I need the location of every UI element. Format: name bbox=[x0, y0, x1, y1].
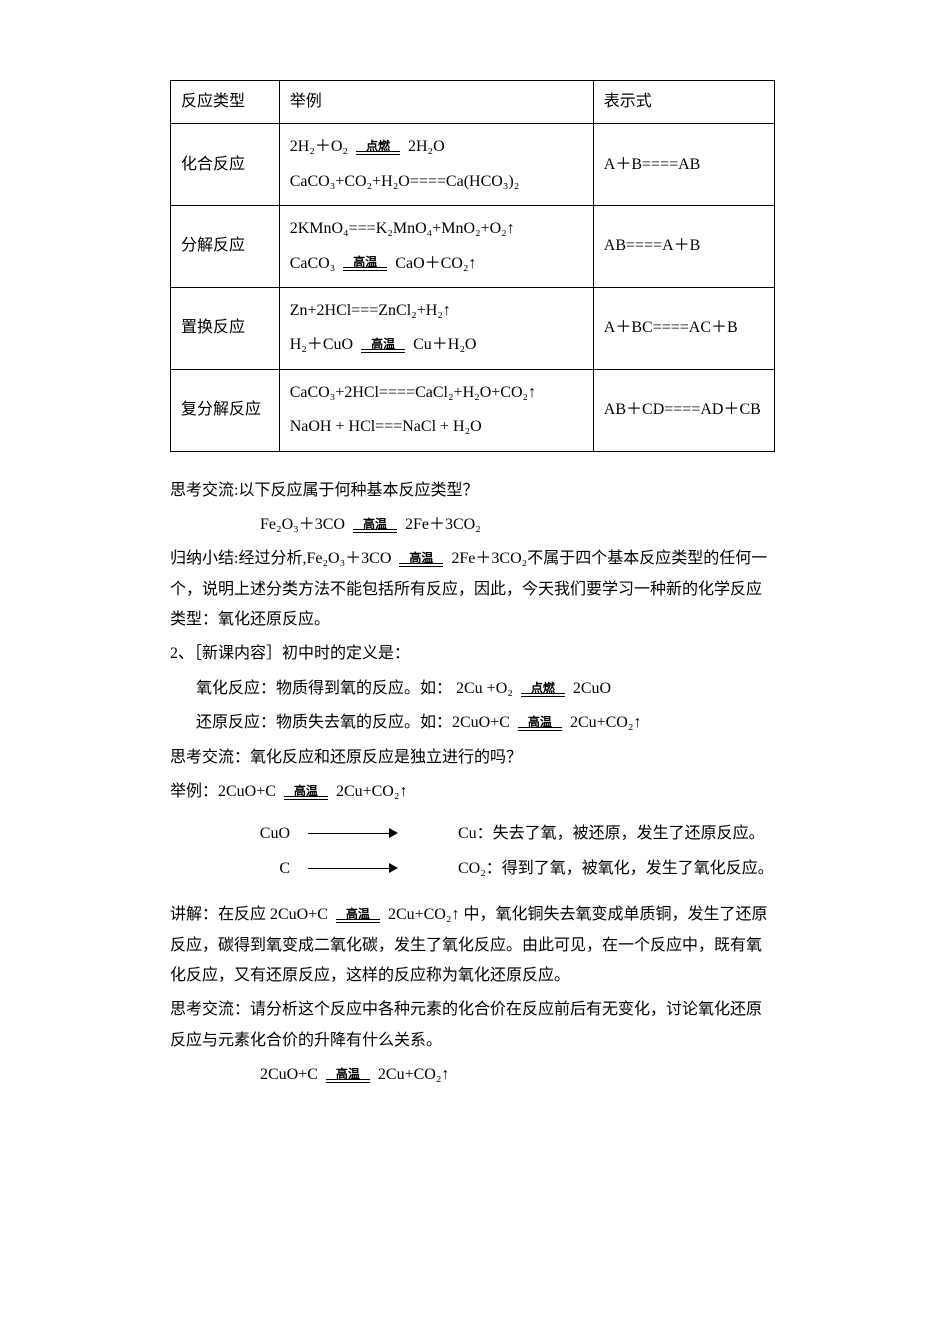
arrow-icon bbox=[308, 828, 398, 838]
condition-arrow: 高温 bbox=[516, 716, 564, 731]
diagram-arrow bbox=[308, 819, 428, 849]
eq-left: 2H₂＋O₂ bbox=[290, 138, 348, 155]
diagram-left: C bbox=[170, 854, 308, 884]
paragraph: 2、［新课内容］初中时的定义是： bbox=[170, 639, 775, 669]
eq-right: 2Cu+CO₂↑ bbox=[378, 1066, 450, 1083]
condition-arrow: 点燃 bbox=[519, 682, 567, 697]
condition-arrow: 点燃 bbox=[354, 140, 402, 155]
cell-formula: A＋BC====AC＋B bbox=[593, 287, 774, 369]
eq-right: 2Fe＋3CO₂ bbox=[405, 516, 481, 533]
cell-example: Zn+2HCl===ZnCl₂+H₂↑ H₂＋CuO 高温 Cu＋H₂O bbox=[279, 287, 593, 369]
eq-right: 2H₂O bbox=[408, 138, 445, 155]
text-run: 举例：2CuO+C bbox=[170, 783, 276, 800]
cell-type: 化合反应 bbox=[171, 124, 280, 206]
diagram-right: CO₂：得到了氧，被氧化，发生了氧化反应。 bbox=[428, 854, 775, 884]
paragraph: 举例：2CuO+C 高温 2Cu+CO₂↑ bbox=[170, 777, 775, 807]
equation: H₂＋CuO 高温 Cu＋H₂O bbox=[290, 328, 583, 362]
text-run: 讲解：在反应 2CuO+C bbox=[170, 906, 328, 923]
equation: CaCO₃+2HCl====CaCl₂+H₂O+CO₂↑ bbox=[290, 376, 583, 410]
diagram-row: CuO Cu：失去了氧，被还原，发生了还原反应。 bbox=[170, 817, 775, 851]
diagram-arrow bbox=[308, 854, 428, 884]
diagram-right: Cu：失去了氧，被还原，发生了还原反应。 bbox=[428, 819, 775, 849]
equation-line: 2CuO+C 高温 2Cu+CO₂↑ bbox=[170, 1060, 775, 1090]
text-run: 归纳小结:经过分析,Fe₂O₃＋3CO bbox=[170, 550, 391, 567]
paragraph: 思考交流：请分析这个反应中各种元素的化合价在反应前后有无变化，讨论氧化还原反应与… bbox=[170, 995, 775, 1056]
eq-right: Cu＋H₂O bbox=[413, 336, 476, 353]
condition-arrow: 高温 bbox=[397, 552, 445, 567]
eq-left: Fe₂O₃＋3CO bbox=[260, 516, 345, 533]
condition-arrow: 高温 bbox=[341, 256, 389, 271]
eq-left: 2CuO+C bbox=[260, 1066, 318, 1083]
equation: Zn+2HCl===ZnCl₂+H₂↑ bbox=[290, 294, 583, 328]
paragraph: 归纳小结:经过分析,Fe₂O₃＋3CO 高温 2Fe＋3CO₂不属于四个基本反应… bbox=[170, 544, 775, 635]
header-type: 反应类型 bbox=[171, 81, 280, 124]
condition-arrow: 高温 bbox=[334, 908, 382, 923]
table-row: 分解反应 2KMnO₄===K₂MnO₄+MnO₂+O₂↑ CaCO₃ 高温 C… bbox=[171, 206, 775, 288]
cell-type: 置换反应 bbox=[171, 287, 280, 369]
equation-line: Fe₂O₃＋3CO 高温 2Fe＋3CO₂ bbox=[170, 510, 775, 540]
table-row: 置换反应 Zn+2HCl===ZnCl₂+H₂↑ H₂＋CuO 高温 Cu＋H₂… bbox=[171, 287, 775, 369]
eq-left: H₂＋CuO bbox=[290, 336, 353, 353]
cell-example: 2H₂＋O₂ 点燃 2H₂O CaCO₃+CO₂+H₂O====Ca(HCO₃)… bbox=[279, 124, 593, 206]
equation: 2H₂＋O₂ 点燃 2H₂O bbox=[290, 130, 583, 164]
header-example: 举例 bbox=[279, 81, 593, 124]
equation: NaOH + HCl===NaCl + H₂O bbox=[290, 410, 583, 444]
cell-formula: AB====A＋B bbox=[593, 206, 774, 288]
paragraph: 还原反应：物质失去氧的反应。如：2CuO+C 高温 2Cu+CO₂↑ bbox=[170, 708, 775, 738]
paragraph: 思考交流:以下反应属于何种基本反应类型？ bbox=[170, 476, 775, 506]
paragraph: 思考交流：氧化反应和还原反应是独立进行的吗？ bbox=[170, 743, 775, 773]
equation: CaCO₃ 高温 CaO＋CO₂↑ bbox=[290, 247, 583, 281]
equation: 2KMnO₄===K₂MnO₄+MnO₂+O₂↑ bbox=[290, 212, 583, 246]
text-run: 2Cu+CO₂↑ bbox=[570, 714, 642, 731]
cell-type: 分解反应 bbox=[171, 206, 280, 288]
table-row: 化合反应 2H₂＋O₂ 点燃 2H₂O CaCO₃+CO₂+H₂O====Ca(… bbox=[171, 124, 775, 206]
diagram-row: C CO₂：得到了氧，被氧化，发生了氧化反应。 bbox=[170, 852, 775, 886]
cell-type: 复分解反应 bbox=[171, 369, 280, 451]
text-run: 2Cu+CO₂↑ bbox=[336, 783, 408, 800]
text-run: 氧化反应：物质得到氧的反应。如： 2Cu +O₂ bbox=[196, 680, 513, 697]
text-run: 2CuO bbox=[573, 680, 611, 697]
cell-formula: A＋B====AB bbox=[593, 124, 774, 206]
cell-formula: AB＋CD====AD＋CB bbox=[593, 369, 774, 451]
paragraph: 氧化反应：物质得到氧的反应。如： 2Cu +O₂ 点燃 2CuO bbox=[170, 674, 775, 704]
reaction-types-table: 反应类型 举例 表示式 化合反应 2H₂＋O₂ 点燃 2H₂O CaCO₃+CO… bbox=[170, 80, 775, 452]
text-run: 还原反应：物质失去氧的反应。如：2CuO+C bbox=[196, 714, 510, 731]
eq-right: CaO＋CO₂↑ bbox=[395, 255, 476, 272]
condition-arrow: 高温 bbox=[324, 1068, 372, 1083]
arrow-icon bbox=[308, 863, 398, 873]
table-header-row: 反应类型 举例 表示式 bbox=[171, 81, 775, 124]
header-formula: 表示式 bbox=[593, 81, 774, 124]
equation: CaCO₃+CO₂+H₂O====Ca(HCO₃)₂ bbox=[290, 165, 583, 199]
condition-arrow: 高温 bbox=[359, 338, 407, 353]
condition-arrow: 高温 bbox=[282, 785, 330, 800]
eq-left: CaCO₃ bbox=[290, 255, 336, 272]
condition-arrow: 高温 bbox=[351, 518, 399, 533]
cell-example: CaCO₃+2HCl====CaCl₂+H₂O+CO₂↑ NaOH + HCl=… bbox=[279, 369, 593, 451]
table-row: 复分解反应 CaCO₃+2HCl====CaCl₂+H₂O+CO₂↑ NaOH … bbox=[171, 369, 775, 451]
cell-example: 2KMnO₄===K₂MnO₄+MnO₂+O₂↑ CaCO₃ 高温 CaO＋CO… bbox=[279, 206, 593, 288]
diagram-left: CuO bbox=[170, 819, 308, 849]
transformation-diagram: CuO Cu：失去了氧，被还原，发生了还原反应。 C CO₂：得到了氧，被氧化，… bbox=[170, 817, 775, 886]
paragraph: 讲解：在反应 2CuO+C 高温 2Cu+CO₂↑ 中，氧化铜失去氧变成单质铜，… bbox=[170, 900, 775, 991]
